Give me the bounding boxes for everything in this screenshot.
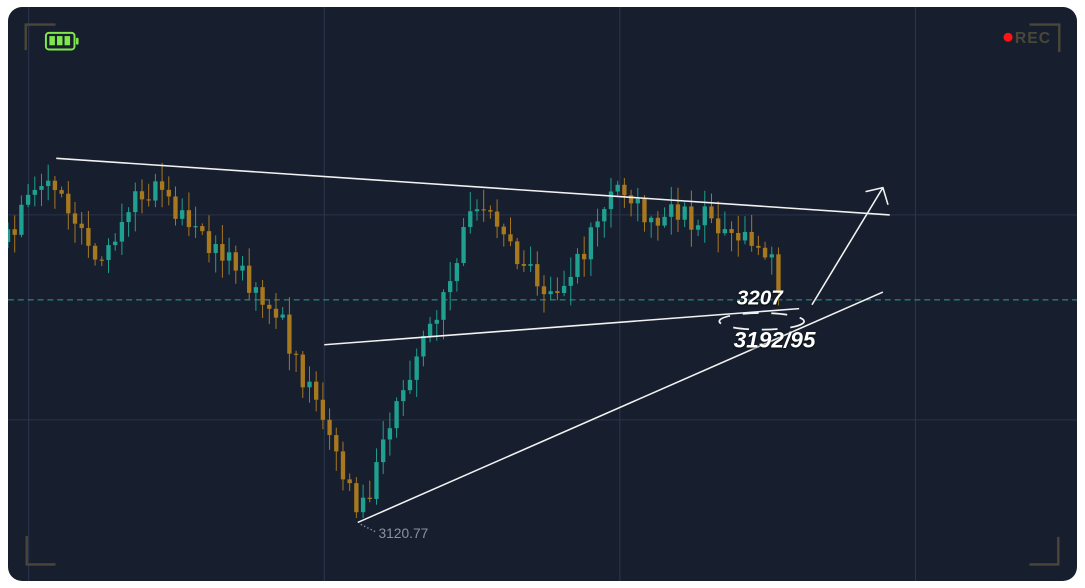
svg-text:3207: 3207 [737, 287, 785, 310]
svg-text:3120.77: 3120.77 [378, 526, 428, 541]
svg-text:REC: REC [1015, 30, 1051, 47]
svg-text:3192/95: 3192/95 [734, 328, 816, 353]
